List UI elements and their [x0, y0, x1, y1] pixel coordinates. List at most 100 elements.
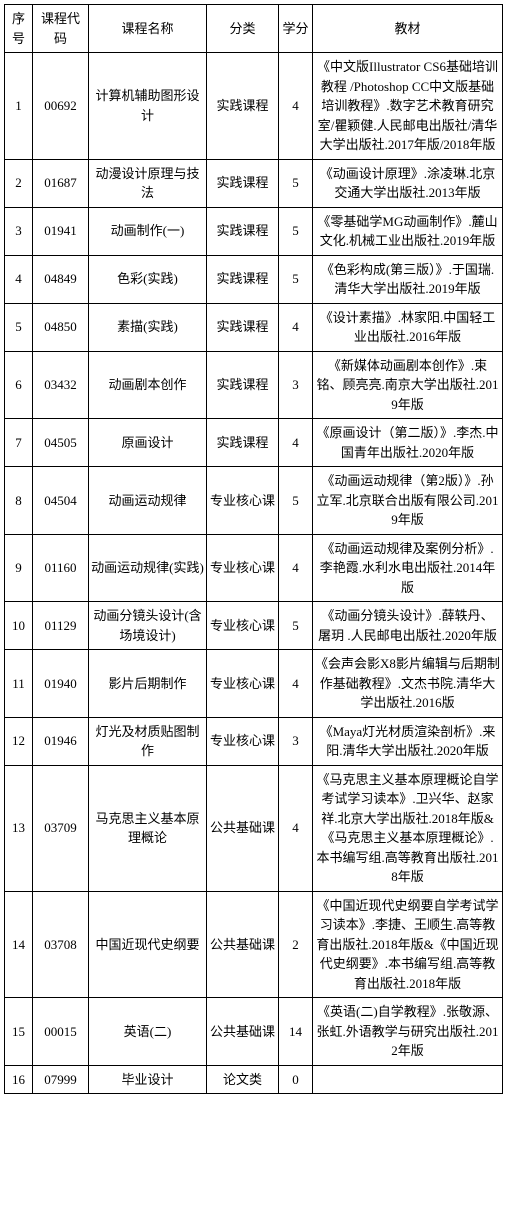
cell-code: 04849: [33, 255, 89, 303]
cell-book: 《会声会影X8影片编辑与后期制作基础教程》.文杰书院.清华大学出版社.2016版: [313, 650, 503, 718]
cell-book: 《色彩构成(第三版）》.于国瑞.清华大学出版社.2019年版: [313, 255, 503, 303]
cell-seq: 6: [5, 351, 33, 419]
cell-book: 《动画运动规律（第2版）》.孙立军.北京联合出版有限公司.2019年版: [313, 467, 503, 535]
cell-seq: 1: [5, 53, 33, 160]
cell-name: 动画运动规律: [89, 467, 207, 535]
table-row: 603432动画剧本创作实践课程3《新媒体动画剧本创作》.束铭、顾亮亮.南京大学…: [5, 351, 503, 419]
col-header-name: 课程名称: [89, 5, 207, 53]
cell-seq: 3: [5, 207, 33, 255]
table-row: 1201946灯光及材质贴图制作专业核心课3《Maya灯光材质渲染剖析》.来阳.…: [5, 717, 503, 765]
cell-book: 《Maya灯光材质渲染剖析》.来阳.清华大学出版社.2020年版: [313, 717, 503, 765]
cell-book: 《零基础学MG动画制作》.麓山文化.机械工业出版社.2019年版: [313, 207, 503, 255]
table-row: 504850素描(实践)实践课程4《设计素描》.林家阳.中国轻工业出版社.201…: [5, 303, 503, 351]
cell-seq: 7: [5, 419, 33, 467]
col-header-seq: 序号: [5, 5, 33, 53]
cell-name: 毕业设计: [89, 1065, 207, 1094]
table-row: 1303709马克思主义基本原理概论公共基础课4《马克思主义基本原理概论自学考试…: [5, 765, 503, 891]
cell-seq: 16: [5, 1065, 33, 1094]
cell-code: 01160: [33, 534, 89, 602]
cell-cat: 实践课程: [207, 53, 279, 160]
cell-book: 《动画运动规律及案例分析》.李艳霞.水利水电出版社.2014年版: [313, 534, 503, 602]
cell-seq: 10: [5, 602, 33, 650]
cell-book: 《英语(二)自学教程》.张敬源、张虹.外语教学与研究出版社.2012年版: [313, 998, 503, 1066]
cell-book: 《新媒体动画剧本创作》.束铭、顾亮亮.南京大学出版社.2019年版: [313, 351, 503, 419]
cell-book: 《动画设计原理》.涂凌琳.北京交通大学出版社.2013年版: [313, 159, 503, 207]
cell-seq: 4: [5, 255, 33, 303]
table-row: 804504动画运动规律专业核心课5《动画运动规律（第2版）》.孙立军.北京联合…: [5, 467, 503, 535]
table-row: 100692计算机辅助图形设计实践课程4《中文版Illustrator CS6基…: [5, 53, 503, 160]
cell-cat: 专业核心课: [207, 602, 279, 650]
cell-credit: 0: [279, 1065, 313, 1094]
table-row: 1403708中国近现代史纲要公共基础课2《中国近现代史纲要自学考试学习读本》.…: [5, 891, 503, 998]
cell-book: 《原画设计（第二版）》.李杰.中国青年出版社.2020年版: [313, 419, 503, 467]
cell-code: 01940: [33, 650, 89, 718]
cell-book: 《设计素描》.林家阳.中国轻工业出版社.2016年版: [313, 303, 503, 351]
cell-book: 《动画分镜头设计》.薛轶丹、屠玥 .人民邮电出版社.2020年版: [313, 602, 503, 650]
cell-code: 00015: [33, 998, 89, 1066]
cell-credit: 5: [279, 255, 313, 303]
cell-seq: 14: [5, 891, 33, 998]
cell-credit: 5: [279, 467, 313, 535]
cell-name: 中国近现代史纲要: [89, 891, 207, 998]
cell-cat: 专业核心课: [207, 650, 279, 718]
cell-credit: 4: [279, 765, 313, 891]
table-row: 704505原画设计实践课程4《原画设计（第二版）》.李杰.中国青年出版社.20…: [5, 419, 503, 467]
table-row: 404849色彩(实践)实践课程5《色彩构成(第三版）》.于国瑞.清华大学出版社…: [5, 255, 503, 303]
table-row: 901160动画运动规律(实践)专业核心课4《动画运动规律及案例分析》.李艳霞.…: [5, 534, 503, 602]
cell-name: 动画分镜头设计(含场境设计): [89, 602, 207, 650]
cell-name: 色彩(实践): [89, 255, 207, 303]
cell-cat: 专业核心课: [207, 467, 279, 535]
cell-cat: 公共基础课: [207, 998, 279, 1066]
cell-cat: 论文类: [207, 1065, 279, 1094]
cell-name: 灯光及材质贴图制作: [89, 717, 207, 765]
table-row: 1101940影片后期制作专业核心课4《会声会影X8影片编辑与后期制作基础教程》…: [5, 650, 503, 718]
col-header-code: 课程代码: [33, 5, 89, 53]
cell-cat: 实践课程: [207, 159, 279, 207]
cell-seq: 15: [5, 998, 33, 1066]
cell-code: 04504: [33, 467, 89, 535]
cell-credit: 5: [279, 602, 313, 650]
cell-name: 英语(二): [89, 998, 207, 1066]
cell-name: 动画剧本创作: [89, 351, 207, 419]
cell-credit: 4: [279, 419, 313, 467]
cell-name: 动画运动规律(实践): [89, 534, 207, 602]
cell-credit: 4: [279, 303, 313, 351]
cell-seq: 12: [5, 717, 33, 765]
cell-credit: 3: [279, 351, 313, 419]
cell-book: 《中文版Illustrator CS6基础培训教程 /Photoshop CC中…: [313, 53, 503, 160]
cell-cat: 实践课程: [207, 419, 279, 467]
cell-seq: 9: [5, 534, 33, 602]
cell-credit: 5: [279, 159, 313, 207]
cell-code: 04850: [33, 303, 89, 351]
cell-code: 01129: [33, 602, 89, 650]
cell-name: 计算机辅助图形设计: [89, 53, 207, 160]
cell-cat: 专业核心课: [207, 534, 279, 602]
cell-code: 03432: [33, 351, 89, 419]
cell-code: 00692: [33, 53, 89, 160]
cell-cat: 实践课程: [207, 207, 279, 255]
cell-name: 马克思主义基本原理概论: [89, 765, 207, 891]
cell-credit: 3: [279, 717, 313, 765]
cell-credit: 5: [279, 207, 313, 255]
cell-name: 原画设计: [89, 419, 207, 467]
cell-code: 03708: [33, 891, 89, 998]
cell-credit: 4: [279, 650, 313, 718]
cell-code: 01687: [33, 159, 89, 207]
cell-cat: 实践课程: [207, 351, 279, 419]
cell-cat: 专业核心课: [207, 717, 279, 765]
cell-code: 01946: [33, 717, 89, 765]
cell-credit: 14: [279, 998, 313, 1066]
cell-cat: 公共基础课: [207, 765, 279, 891]
table-row: 1001129动画分镜头设计(含场境设计)专业核心课5《动画分镜头设计》.薛轶丹…: [5, 602, 503, 650]
cell-cat: 实践课程: [207, 255, 279, 303]
cell-seq: 2: [5, 159, 33, 207]
cell-credit: 2: [279, 891, 313, 998]
cell-name: 素描(实践): [89, 303, 207, 351]
cell-name: 动漫设计原理与技法: [89, 159, 207, 207]
table-row: 201687动漫设计原理与技法实践课程5《动画设计原理》.涂凌琳.北京交通大学出…: [5, 159, 503, 207]
cell-credit: 4: [279, 53, 313, 160]
cell-code: 01941: [33, 207, 89, 255]
table-header-row: 序号 课程代码 课程名称 分类 学分 教材: [5, 5, 503, 53]
cell-code: 07999: [33, 1065, 89, 1094]
cell-credit: 4: [279, 534, 313, 602]
